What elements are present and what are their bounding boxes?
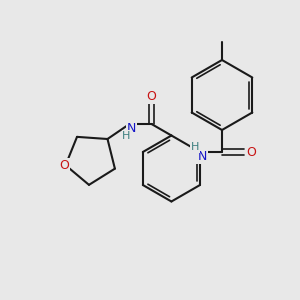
Text: N: N — [127, 122, 136, 136]
Text: O: O — [60, 159, 70, 172]
Text: H: H — [122, 131, 131, 141]
Text: N: N — [197, 151, 207, 164]
Text: O: O — [246, 146, 256, 158]
Text: H: H — [191, 142, 199, 152]
Text: O: O — [147, 91, 156, 103]
